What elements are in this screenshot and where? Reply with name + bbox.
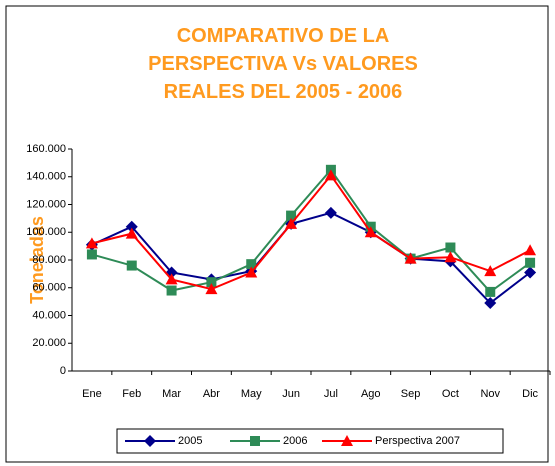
x-tick-label: Mar — [162, 388, 181, 400]
point — [444, 251, 457, 263]
point — [404, 252, 417, 264]
point — [126, 260, 137, 271]
point — [285, 217, 298, 229]
x-tick-label: Feb — [122, 388, 141, 400]
point — [524, 266, 537, 279]
point — [166, 285, 177, 296]
legend-label: 2005 — [178, 435, 202, 447]
legend-label: 2006 — [283, 435, 307, 447]
legend-marker — [250, 436, 260, 446]
point — [484, 297, 497, 310]
y-tick-label: 140.000 — [26, 171, 66, 183]
x-tick-label: Sep — [401, 388, 421, 400]
x-tick-label: Ene — [82, 388, 102, 400]
legend-label: Perspectiva 2007 — [375, 435, 460, 447]
point — [324, 206, 337, 219]
point — [86, 249, 97, 260]
point — [125, 227, 138, 239]
point — [286, 210, 297, 221]
y-tick-label: 40.000 — [32, 309, 66, 321]
point — [524, 244, 537, 256]
y-axis-label: Toneladas — [27, 216, 47, 304]
point — [165, 273, 178, 285]
legend-marker — [144, 435, 156, 447]
point — [245, 266, 258, 278]
x-tick-label: Dic — [522, 388, 538, 400]
point — [206, 277, 217, 288]
chart-title: COMPARATIVO DE LA PERSPECTIVA Vs VALORES… — [148, 25, 418, 103]
legend-box — [116, 428, 504, 454]
series-line — [91, 168, 531, 294]
point — [205, 283, 218, 295]
point — [525, 257, 536, 268]
point — [85, 237, 98, 249]
y-tick-label: 100.000 — [26, 226, 66, 238]
x-tick-label: Nov — [480, 388, 500, 400]
y-tick-label: 60.000 — [32, 282, 66, 294]
series-line — [91, 211, 531, 305]
x-tick-label: Jun — [282, 388, 300, 400]
point — [445, 242, 456, 253]
point — [324, 169, 337, 181]
point — [364, 226, 377, 238]
frame — [5, 5, 549, 463]
y-tick-label: 120.000 — [26, 198, 66, 210]
point — [246, 259, 257, 270]
x-tick-label: Oct — [442, 388, 459, 400]
x-tick-label: Jul — [324, 388, 338, 400]
y-tick-label: 80.000 — [32, 254, 66, 266]
y-tick-label: 0 — [60, 365, 66, 377]
y-tick-label: 160.000 — [26, 143, 66, 155]
point — [485, 286, 496, 297]
y-tick-label: 20.000 — [32, 337, 66, 349]
point — [125, 220, 138, 233]
x-tick-label: Ago — [361, 388, 381, 400]
x-tick-label: May — [241, 388, 262, 400]
point — [484, 265, 497, 277]
series-line — [91, 173, 531, 291]
x-tick-label: Abr — [203, 388, 220, 400]
legend-marker — [341, 435, 353, 446]
